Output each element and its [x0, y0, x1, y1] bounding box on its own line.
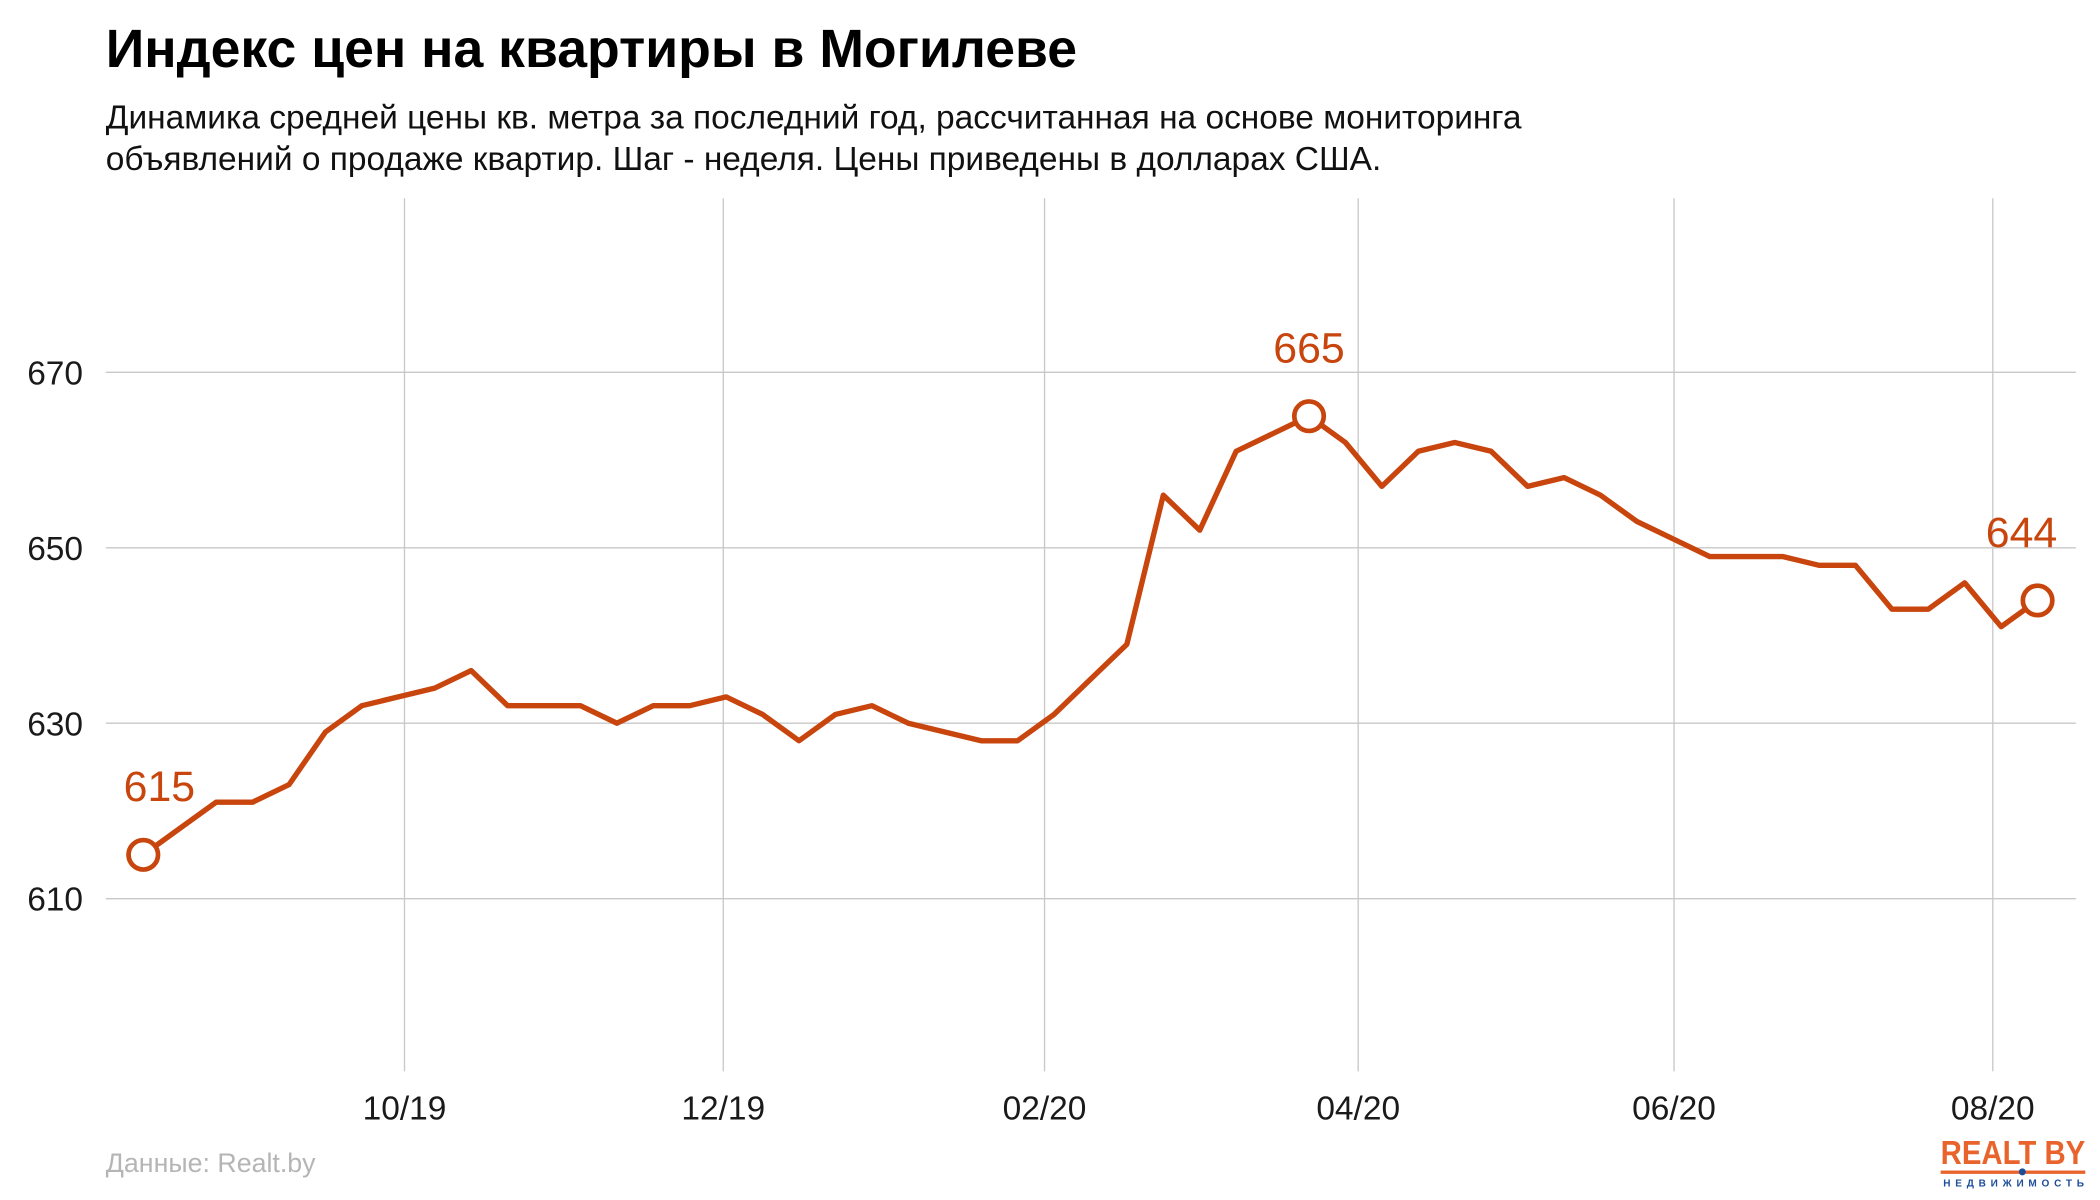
x-tick-label: 06/20	[1632, 1091, 1716, 1128]
y-tick-label: 610	[27, 882, 83, 919]
logo-subtext: НЕДВИЖИМОСТЬ	[1943, 1179, 2084, 1190]
realt-logo: REALT BY НЕДВИЖИМОСТЬ	[1940, 1135, 2086, 1190]
chart-subtitle-line-1: Динамика средней цены кв. метра за после…	[106, 100, 1522, 137]
data-source: Данные: Realt.by	[106, 1148, 316, 1178]
chart-subtitle-line-2: объявлений о продаже квартир. Шаг - неде…	[106, 141, 1381, 178]
y-axis: 610 630 650 670	[27, 355, 83, 918]
logo-text: REALT BY	[1941, 1135, 2086, 1172]
y-tick-label: 630	[27, 706, 83, 743]
annotation-marker	[126, 837, 161, 872]
y-tick-label: 670	[27, 355, 83, 392]
x-axis: 10/19 12/19 02/20 04/20 06/20 08/20	[363, 1091, 2035, 1128]
annotation-marker	[2020, 583, 2055, 618]
annotation-marker	[1291, 399, 1327, 434]
chart-title: Индекс цен на квартиры в Могилеве	[106, 20, 1077, 79]
x-tick-label: 10/19	[363, 1091, 447, 1128]
series-line	[141, 413, 2040, 857]
x-tick-label: 08/20	[1951, 1091, 2035, 1128]
x-tick-label: 02/20	[1003, 1091, 1087, 1128]
y-tick-label: 650	[27, 531, 83, 568]
annotation-label: 665	[1273, 325, 1344, 373]
x-tick-label: 04/20	[1316, 1091, 1400, 1128]
grid	[105, 198, 2076, 1072]
annotation-label: 615	[124, 763, 195, 811]
annotations: 615 665 644	[124, 325, 2057, 872]
x-tick-label: 12/19	[681, 1091, 765, 1128]
annotation-label: 644	[1986, 509, 2057, 557]
